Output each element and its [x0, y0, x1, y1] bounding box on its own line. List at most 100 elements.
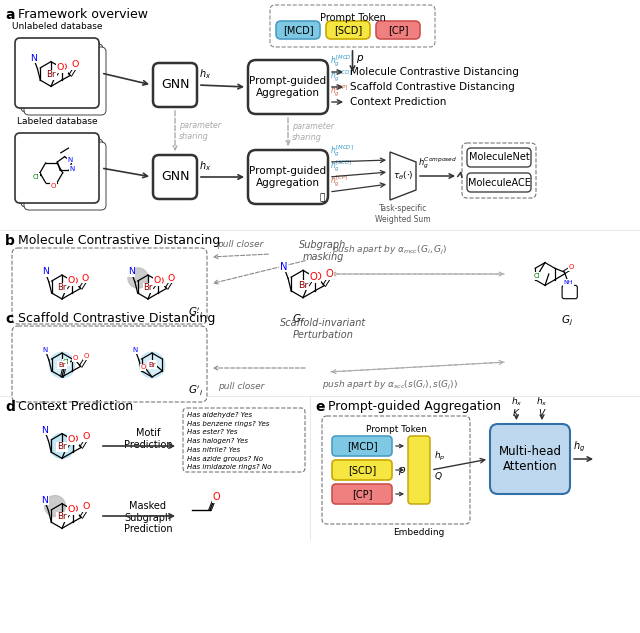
Text: Scaffold Contrastive Distancing: Scaffold Contrastive Distancing [350, 82, 515, 92]
Text: Scaffold Contrastive Distancing: Scaffold Contrastive Distancing [18, 312, 216, 325]
Text: N: N [132, 347, 138, 353]
Text: O: O [313, 272, 321, 282]
FancyBboxPatch shape [322, 416, 470, 524]
Text: O: O [68, 505, 75, 514]
Text: Prompt-guided
Aggregation: Prompt-guided Aggregation [250, 166, 326, 188]
Text: O: O [150, 361, 155, 367]
Text: Cl: Cl [33, 173, 40, 180]
FancyBboxPatch shape [490, 424, 570, 494]
Circle shape [50, 434, 74, 458]
Text: Prompt Token: Prompt Token [365, 425, 426, 434]
Text: Br: Br [298, 280, 308, 289]
Text: N: N [128, 267, 134, 277]
Text: O: O [83, 503, 90, 511]
Text: b: b [5, 234, 15, 248]
Text: pull closer: pull closer [218, 382, 265, 391]
Text: pull closer: pull closer [218, 240, 264, 249]
Text: N: N [43, 347, 48, 353]
Circle shape [139, 352, 165, 378]
FancyBboxPatch shape [153, 63, 197, 107]
Text: Cl: Cl [62, 360, 69, 365]
Text: Prompt Token: Prompt Token [319, 13, 385, 23]
Text: O: O [154, 276, 161, 285]
Text: [CP]: [CP] [352, 489, 372, 499]
FancyBboxPatch shape [408, 436, 430, 504]
Text: O: O [310, 272, 317, 282]
Text: Unlabeled database: Unlabeled database [12, 22, 102, 31]
Text: d: d [5, 400, 15, 414]
FancyBboxPatch shape [24, 47, 106, 115]
FancyBboxPatch shape [12, 248, 207, 324]
Circle shape [49, 352, 75, 378]
FancyBboxPatch shape [326, 21, 370, 39]
FancyBboxPatch shape [332, 484, 392, 504]
Text: Masked
Subgraph
Prediction: Masked Subgraph Prediction [124, 501, 172, 534]
Text: O: O [82, 273, 89, 283]
Text: N: N [41, 496, 48, 505]
FancyBboxPatch shape [270, 5, 435, 47]
Text: [MCD]: [MCD] [283, 25, 314, 35]
Text: GNN: GNN [161, 170, 189, 184]
Text: a: a [5, 8, 15, 22]
FancyBboxPatch shape [24, 142, 106, 210]
Text: Br: Br [57, 513, 67, 522]
Text: Task-specific
Weighted Sum: Task-specific Weighted Sum [375, 204, 431, 224]
Text: Prompt-guided Aggregation: Prompt-guided Aggregation [328, 400, 501, 413]
FancyBboxPatch shape [376, 21, 420, 39]
Text: O: O [70, 277, 78, 285]
FancyBboxPatch shape [332, 460, 392, 480]
Text: O: O [212, 492, 220, 502]
Text: N: N [42, 267, 49, 277]
Circle shape [45, 496, 65, 517]
Text: Molecule Contrastive Distancing: Molecule Contrastive Distancing [350, 67, 519, 77]
Text: $\tau_\theta(\cdot)$: $\tau_\theta(\cdot)$ [393, 170, 413, 182]
FancyBboxPatch shape [21, 44, 103, 112]
FancyBboxPatch shape [15, 133, 99, 203]
Text: O: O [168, 273, 175, 283]
Text: $p$: $p$ [398, 465, 406, 477]
Text: $K$: $K$ [512, 407, 521, 418]
Text: parameter
sharing: parameter sharing [179, 122, 221, 141]
Text: $h_g^{[MCD]}$: $h_g^{[MCD]}$ [330, 144, 354, 159]
Text: $h_g^{[CP]}$: $h_g^{[CP]}$ [330, 84, 348, 99]
Text: O: O [71, 61, 79, 70]
FancyBboxPatch shape [15, 38, 99, 108]
Text: $h_p$: $h_p$ [434, 449, 445, 463]
Text: MoleculeNet: MoleculeNet [468, 153, 529, 163]
FancyBboxPatch shape [21, 139, 103, 207]
Text: Br: Br [46, 70, 56, 80]
Text: Br: Br [58, 284, 67, 292]
Text: $p$: $p$ [355, 53, 364, 65]
FancyBboxPatch shape [467, 173, 531, 192]
Text: Motif
Prediction: Motif Prediction [124, 428, 172, 449]
Text: Subgraph
masking: Subgraph masking [300, 240, 347, 261]
Text: 🔒: 🔒 [319, 194, 324, 203]
Text: O: O [83, 353, 89, 360]
Text: $h_g^{[CP]}$: $h_g^{[CP]}$ [330, 173, 348, 189]
Text: NH: NH [563, 280, 573, 285]
Text: Has aldehyde? Yes
Has benzene rings? Yes
Has ester? Yes
Has halogen? Yes
Has nit: Has aldehyde? Yes Has benzene rings? Yes… [187, 412, 271, 470]
Text: $V$: $V$ [538, 407, 547, 418]
Text: N: N [68, 156, 73, 163]
Text: Br: Br [148, 362, 156, 368]
Text: O: O [60, 63, 67, 72]
Text: Prompt-guided
Aggregation: Prompt-guided Aggregation [250, 76, 326, 98]
Text: O: O [51, 183, 56, 189]
Text: parameter
sharing: parameter sharing [292, 122, 334, 142]
Text: O: O [83, 432, 90, 441]
Text: [CP]: [CP] [388, 25, 408, 35]
Text: $h_x$: $h_x$ [199, 160, 211, 173]
FancyBboxPatch shape [248, 150, 328, 204]
Text: O: O [157, 277, 164, 285]
Text: GNN: GNN [161, 78, 189, 92]
Text: O: O [326, 269, 333, 279]
FancyBboxPatch shape [562, 285, 577, 299]
Text: O: O [57, 63, 64, 72]
FancyBboxPatch shape [183, 408, 305, 472]
Text: N: N [30, 54, 37, 63]
Text: $h_g^{Composed}$: $h_g^{Composed}$ [418, 156, 457, 171]
Text: $G_i$: $G_i$ [292, 312, 304, 326]
Text: $G_j$: $G_j$ [561, 314, 573, 329]
FancyBboxPatch shape [248, 60, 328, 114]
Text: $G'_i$: $G'_i$ [188, 306, 203, 320]
